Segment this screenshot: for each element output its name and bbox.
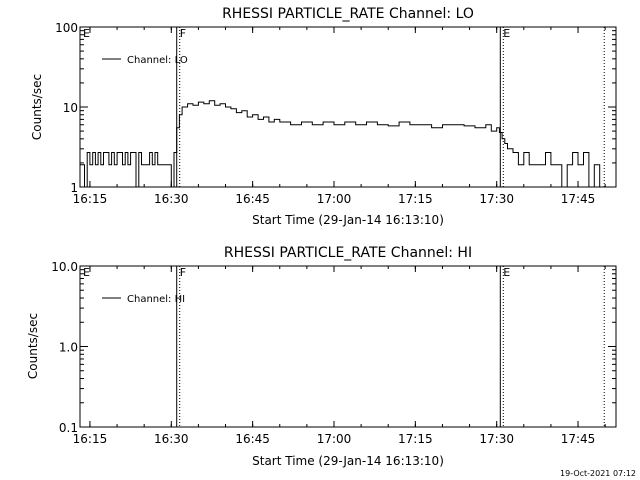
x-tick-label: 16:45 bbox=[235, 192, 270, 206]
x-tick-label: 17:30 bbox=[479, 432, 514, 446]
x-tick-label: 16:30 bbox=[154, 192, 189, 206]
series-lo bbox=[80, 100, 601, 188]
y-tick-label: 0.1 bbox=[59, 421, 78, 435]
event-marker-label: E bbox=[83, 27, 90, 40]
panel-hi: RHESSI PARTICLE_RATE Channel: HI Counts/… bbox=[26, 245, 617, 468]
legend-label-lo: Channel: LO bbox=[127, 55, 188, 66]
event-marker-label: F bbox=[180, 266, 186, 279]
panel-lo: RHESSI PARTICLE_RATE Channel: LO Counts/… bbox=[30, 6, 617, 227]
event-marker-label: E bbox=[503, 27, 510, 40]
x-tick-label: 17:00 bbox=[317, 432, 352, 446]
legend-label-hi: Channel: HI bbox=[127, 294, 185, 305]
event-marker-label: E bbox=[503, 266, 510, 279]
x-tick-label: 17:45 bbox=[561, 192, 596, 206]
y-tick-label: 1.0 bbox=[59, 341, 78, 355]
y-tick-label: 10.0 bbox=[51, 260, 78, 274]
x-tick-label: 16:45 bbox=[235, 432, 270, 446]
x-tick-label: 16:30 bbox=[154, 432, 189, 446]
axes-hi: 16:15 16:30 16:45 17:00 17:15 17:30 17:45 0.1 1.… bbox=[51, 260, 616, 446]
timestamp: 19-Oct-2021 07:12 bbox=[560, 469, 636, 478]
chart-title-lo: RHESSI PARTICLE_RATE Channel: LO bbox=[222, 6, 474, 22]
event-marker-label: E bbox=[83, 266, 90, 279]
legend-hi: Channel: HI bbox=[102, 294, 185, 305]
axes-lo: 16:15 16:30 16:45 17:00 17:15 17:30 17:45 1 10 10… bbox=[55, 21, 616, 206]
plot-frame-hi bbox=[79, 265, 617, 428]
x-tick-label: 17:00 bbox=[317, 192, 352, 206]
y-axis-label-hi: Counts/sec bbox=[26, 313, 40, 379]
chart-title-hi: RHESSI PARTICLE_RATE Channel: HI bbox=[224, 245, 472, 261]
x-tick-label: 17:15 bbox=[398, 432, 433, 446]
x-tick-label: 16:15 bbox=[73, 432, 108, 446]
y-tick-label: 1 bbox=[70, 181, 78, 195]
x-tick-label: 16:15 bbox=[73, 192, 108, 206]
x-axis-label-hi: Start Time (29-Jan-14 16:13:10) bbox=[252, 454, 444, 468]
x-tick-label: 17:15 bbox=[398, 192, 433, 206]
legend-lo: Channel: LO bbox=[102, 55, 188, 66]
series-line bbox=[80, 100, 601, 188]
plot-frame-lo bbox=[79, 26, 617, 188]
y-tick-label: 10 bbox=[63, 101, 78, 115]
x-tick-label: 17:30 bbox=[479, 192, 514, 206]
y-tick-label: 100 bbox=[55, 21, 78, 35]
y-axis-label-lo: Counts/sec bbox=[30, 74, 44, 140]
x-axis-label-lo: Start Time (29-Jan-14 16:13:10) bbox=[252, 213, 444, 227]
x-tick-label: 17:45 bbox=[561, 432, 596, 446]
event-marker-label: F bbox=[180, 27, 186, 40]
